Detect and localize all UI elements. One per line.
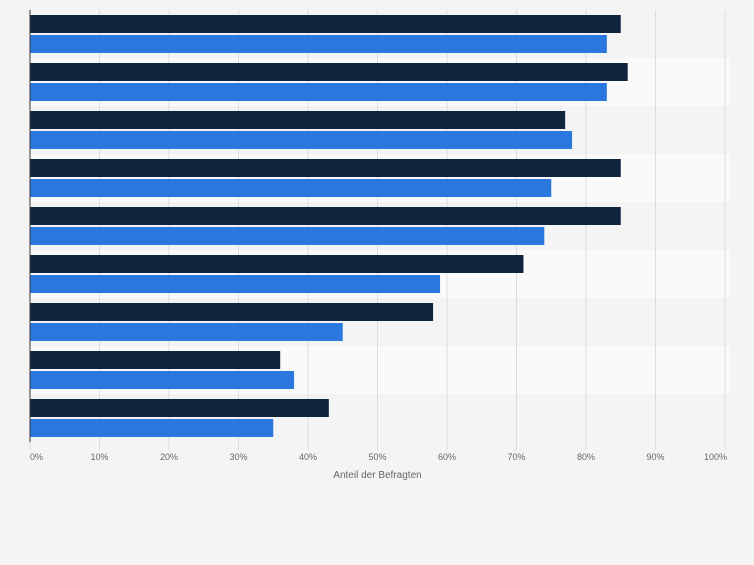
bar	[30, 15, 621, 33]
bar	[30, 63, 628, 81]
x-tick-label: 20%	[160, 452, 178, 462]
bar	[30, 159, 621, 177]
bar	[30, 207, 621, 225]
x-tick-label: 80%	[577, 452, 595, 462]
bar	[30, 111, 566, 129]
x-tick-label: 30%	[229, 452, 247, 462]
bar	[30, 303, 434, 321]
x-tick-label: 70%	[507, 452, 525, 462]
x-tick-labels: 0% 10% 20% 30% 40% 50% 60% 70% 80% 90% 100%	[30, 452, 727, 462]
x-tick-label: 60%	[438, 452, 456, 462]
x-tick-label: 0%	[30, 452, 43, 462]
bar	[30, 35, 607, 53]
x-axis-label: Anteil der Befragten	[333, 470, 421, 481]
x-tick-label: 100%	[704, 452, 727, 462]
x-tick-label: 10%	[90, 452, 108, 462]
bar	[30, 419, 274, 437]
bar	[30, 255, 524, 273]
bar	[30, 179, 552, 197]
x-tick-label: 90%	[646, 452, 664, 462]
bar	[30, 227, 545, 245]
bar	[30, 131, 573, 149]
x-tick-label: 40%	[299, 452, 317, 462]
bars	[30, 15, 628, 437]
x-tick-label: 50%	[368, 452, 386, 462]
bar	[30, 83, 607, 101]
bar	[30, 351, 281, 369]
bar	[30, 275, 441, 293]
bar	[30, 399, 329, 417]
bar	[30, 323, 343, 341]
bar	[30, 371, 295, 389]
